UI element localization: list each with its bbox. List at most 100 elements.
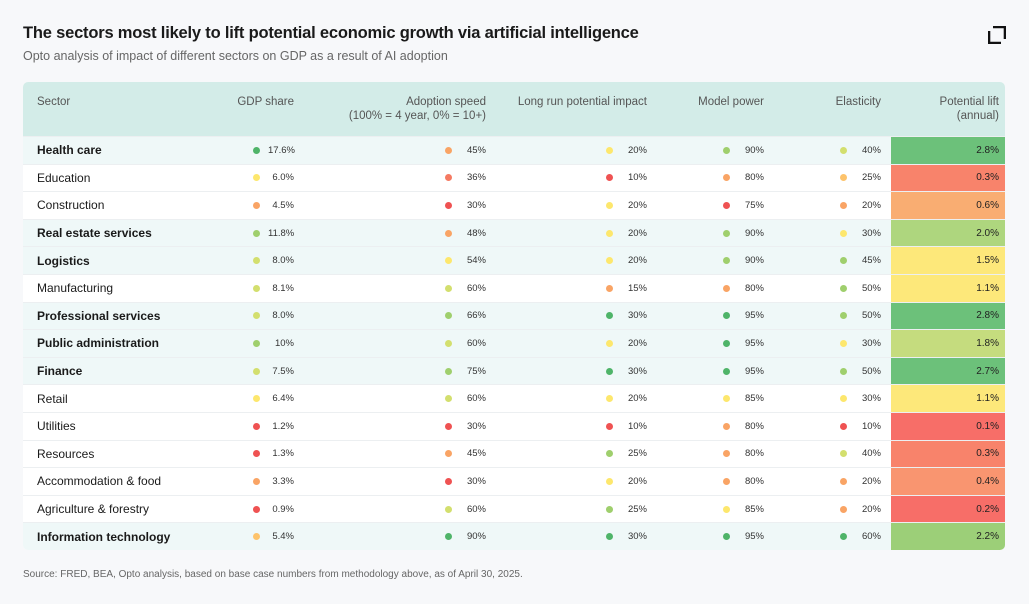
header-gdp-share: GDP share xyxy=(237,96,294,108)
model-power-value: 90% xyxy=(744,255,764,267)
model-power-cell: 85% xyxy=(653,385,770,412)
status-dot-icon xyxy=(723,477,730,485)
model-power-cell: 95% xyxy=(653,330,770,357)
status-dot-icon xyxy=(723,174,730,182)
gdp-share-value: 3.3% xyxy=(272,475,294,487)
sector-table: Sector GDP share Adoption speed (100% = 4… xyxy=(23,82,1005,550)
status-dot-icon xyxy=(840,505,847,513)
status-dot-icon xyxy=(253,284,260,292)
status-dot-icon xyxy=(840,146,847,154)
adoption-speed-cell: 30% xyxy=(300,413,492,440)
model-power-value: 95% xyxy=(744,531,764,543)
long-run-impact-cell: 20% xyxy=(492,385,653,412)
table-row: Construction 4.5% 30% 20% 75% 20% 0.6% xyxy=(23,191,1005,219)
status-dot-icon xyxy=(723,257,730,265)
elasticity-value: 20% xyxy=(861,475,881,487)
elasticity-cell: 50% xyxy=(770,275,887,302)
adoption-speed-value: 48% xyxy=(466,227,486,239)
status-dot-icon xyxy=(445,174,452,182)
model-power-cell: 95% xyxy=(653,303,770,330)
status-dot-icon xyxy=(253,201,260,209)
status-dot-icon xyxy=(445,339,452,347)
long-run-impact-value: 25% xyxy=(627,503,647,515)
model-power-value: 95% xyxy=(744,337,764,349)
elasticity-value: 10% xyxy=(861,420,881,432)
model-power-cell: 80% xyxy=(653,275,770,302)
status-dot-icon xyxy=(606,146,613,154)
model-power-value: 75% xyxy=(744,199,764,211)
status-dot-icon xyxy=(840,339,847,347)
potential-lift-value: 0.4% xyxy=(891,468,1005,495)
status-dot-icon xyxy=(445,422,452,430)
status-dot-icon xyxy=(253,367,260,375)
table-row: Professional services 8.0% 66% 30% 95% 50% 2.8… xyxy=(23,301,1005,330)
status-dot-icon xyxy=(445,395,452,403)
header-adoption-sub: (100% = 4 year, 0% = 10+) xyxy=(348,110,486,122)
status-dot-icon xyxy=(606,312,613,320)
model-power-value: 85% xyxy=(744,503,764,515)
status-dot-icon xyxy=(723,284,730,292)
adoption-speed-cell: 60% xyxy=(300,330,492,357)
status-dot-icon xyxy=(606,395,613,403)
elasticity-cell: 20% xyxy=(770,192,887,219)
long-run-impact-value: 25% xyxy=(627,448,647,460)
adoption-speed-value: 45% xyxy=(466,448,486,460)
long-run-impact-cell: 20% xyxy=(492,468,653,495)
sector-name: Public administration xyxy=(37,336,160,351)
elasticity-value: 45% xyxy=(861,255,881,267)
header-model-power: Model power xyxy=(698,96,764,108)
sector-name: Resources xyxy=(37,446,95,461)
long-run-impact-cell: 20% xyxy=(492,220,653,247)
long-run-impact-cell: 30% xyxy=(492,358,653,385)
status-dot-icon xyxy=(445,505,452,513)
status-dot-icon xyxy=(840,533,847,541)
elasticity-cell: 40% xyxy=(770,441,887,468)
chart-title: The sectors most likely to lift potentia… xyxy=(23,24,639,42)
model-power-cell: 90% xyxy=(653,247,770,274)
header-potential-lift: Potential lift (annual) xyxy=(887,82,1005,136)
long-run-impact-cell: 25% xyxy=(492,441,653,468)
status-dot-icon xyxy=(445,257,452,265)
status-dot-icon xyxy=(445,201,452,209)
gdp-share-cell: 6.4% xyxy=(220,385,300,412)
elasticity-value: 30% xyxy=(861,393,881,405)
potential-lift-value: 1.8% xyxy=(891,330,1005,357)
gdp-share-value: 0.9% xyxy=(272,503,294,515)
status-dot-icon xyxy=(723,422,730,430)
model-power-value: 90% xyxy=(744,144,764,156)
status-dot-icon xyxy=(445,367,452,375)
opto-logo-icon[interactable] xyxy=(988,26,1006,44)
sector-name: Utilities xyxy=(37,419,76,434)
model-power-value: 80% xyxy=(744,282,764,294)
status-dot-icon xyxy=(606,257,613,265)
adoption-speed-cell: 60% xyxy=(300,275,492,302)
long-run-impact-cell: 10% xyxy=(492,413,653,440)
table-row: Real estate services 11.8% 48% 20% 90% 30% 2.0… xyxy=(23,218,1005,247)
model-power-value: 80% xyxy=(744,448,764,460)
adoption-speed-value: 60% xyxy=(466,393,486,405)
status-dot-icon xyxy=(253,229,260,237)
model-power-cell: 80% xyxy=(653,165,770,192)
sector-name: Real estate services xyxy=(37,226,152,241)
adoption-speed-cell: 60% xyxy=(300,385,492,412)
table-row: Retail 6.4% 60% 20% 85% 30% 1.1% xyxy=(23,384,1005,412)
long-run-impact-value: 20% xyxy=(627,199,647,211)
adoption-speed-cell: 30% xyxy=(300,192,492,219)
gdp-share-value: 8.0% xyxy=(272,255,294,267)
gdp-share-value: 10% xyxy=(274,337,294,349)
elasticity-value: 25% xyxy=(861,172,881,184)
potential-lift-value: 0.1% xyxy=(891,412,1005,440)
elasticity-value: 50% xyxy=(861,310,881,322)
gdp-share-cell: 10% xyxy=(220,330,300,357)
status-dot-icon xyxy=(253,257,260,265)
status-dot-icon xyxy=(840,395,847,403)
adoption-speed-value: 60% xyxy=(466,503,486,515)
gdp-share-value: 17.6% xyxy=(268,144,295,156)
elasticity-value: 30% xyxy=(861,337,881,349)
status-dot-icon xyxy=(445,312,452,320)
elasticity-value: 20% xyxy=(861,503,881,515)
potential-lift-value: 2.2% xyxy=(891,523,1005,550)
elasticity-cell: 25% xyxy=(770,165,887,192)
status-dot-icon xyxy=(606,367,613,375)
status-dot-icon xyxy=(253,505,260,513)
